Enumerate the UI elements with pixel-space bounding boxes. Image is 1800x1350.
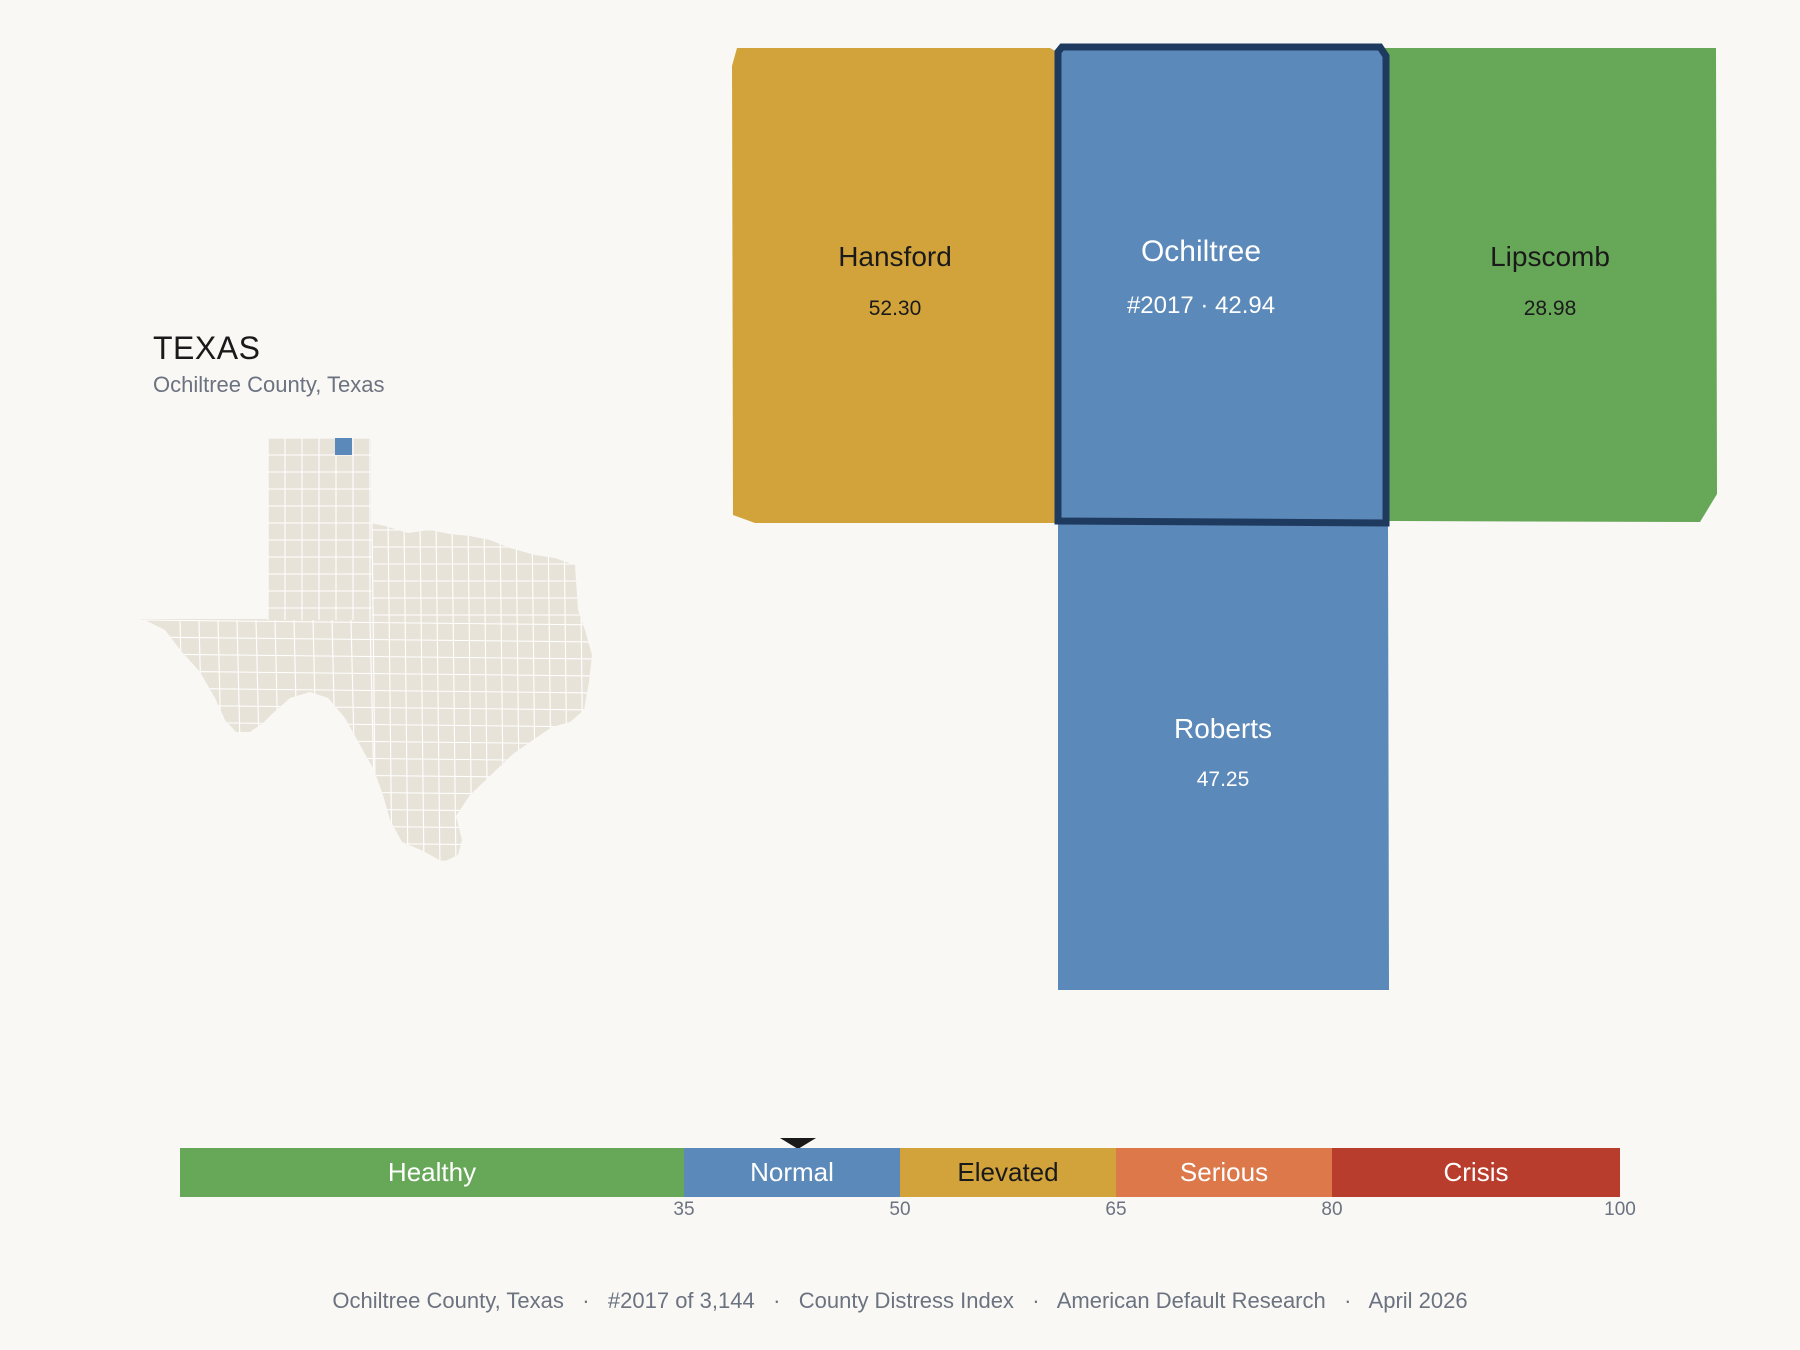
county-roberts[interactable] (1058, 523, 1389, 990)
county-name-roberts: Roberts (1174, 713, 1272, 744)
footer-sep: · (1344, 1288, 1352, 1313)
county-value-hansford: 52.30 (869, 297, 922, 320)
county-name-hansford: Hansford (838, 241, 952, 272)
state-title: TEXAS (153, 330, 261, 366)
legend-tick: 80 (1321, 1199, 1343, 1220)
legend-tick: 35 (673, 1199, 695, 1220)
footer-date: April 2026 (1368, 1288, 1468, 1313)
county-hansford[interactable] (732, 48, 1057, 523)
legend-segment-normal: Normal (684, 1148, 900, 1197)
legend-segment-crisis: Crisis (1332, 1148, 1620, 1197)
legend-segment-serious: Serious (1116, 1148, 1332, 1197)
legend-segment-healthy: Healthy (180, 1148, 684, 1197)
footer-sep: · (773, 1288, 781, 1313)
selected-county-marker (335, 438, 352, 455)
county-name-lipscomb: Lipscomb (1490, 241, 1610, 272)
county-value-roberts: 47.25 (1197, 768, 1250, 791)
texas-inset-map (140, 438, 592, 862)
county-name-ochiltree: Ochiltree (1141, 235, 1261, 268)
footer-index: County Distress Index (798, 1288, 1014, 1313)
texas-outline (140, 438, 592, 862)
county-value-ochiltree: #2017 · 42.94 (1127, 292, 1275, 319)
legend-segment-elevated: Elevated (900, 1148, 1116, 1197)
county-lipscomb[interactable] (1383, 48, 1717, 522)
footer-rank: #2017 of 3,144 (607, 1288, 755, 1313)
legend-tick: 50 (889, 1199, 911, 1220)
footer-source: American Default Research (1056, 1288, 1326, 1313)
value-marker (780, 1138, 817, 1149)
legend-tick: 100 (1604, 1199, 1636, 1220)
footer-sep: · (582, 1288, 590, 1313)
legend-tick: 65 (1105, 1199, 1127, 1220)
county-ochiltree[interactable] (1054, 43, 1390, 527)
legend-bar: Healthy Normal Elevated Serious Crisis (180, 1148, 1620, 1197)
footer-sep: · (1032, 1288, 1040, 1313)
footer-county: Ochiltree County, Texas (332, 1288, 564, 1313)
county-value-lipscomb: 28.98 (1524, 297, 1577, 320)
footer: Ochiltree County, Texas · #2017 of 3,144… (0, 1288, 1800, 1314)
state-subtitle: Ochiltree County, Texas (153, 372, 385, 397)
